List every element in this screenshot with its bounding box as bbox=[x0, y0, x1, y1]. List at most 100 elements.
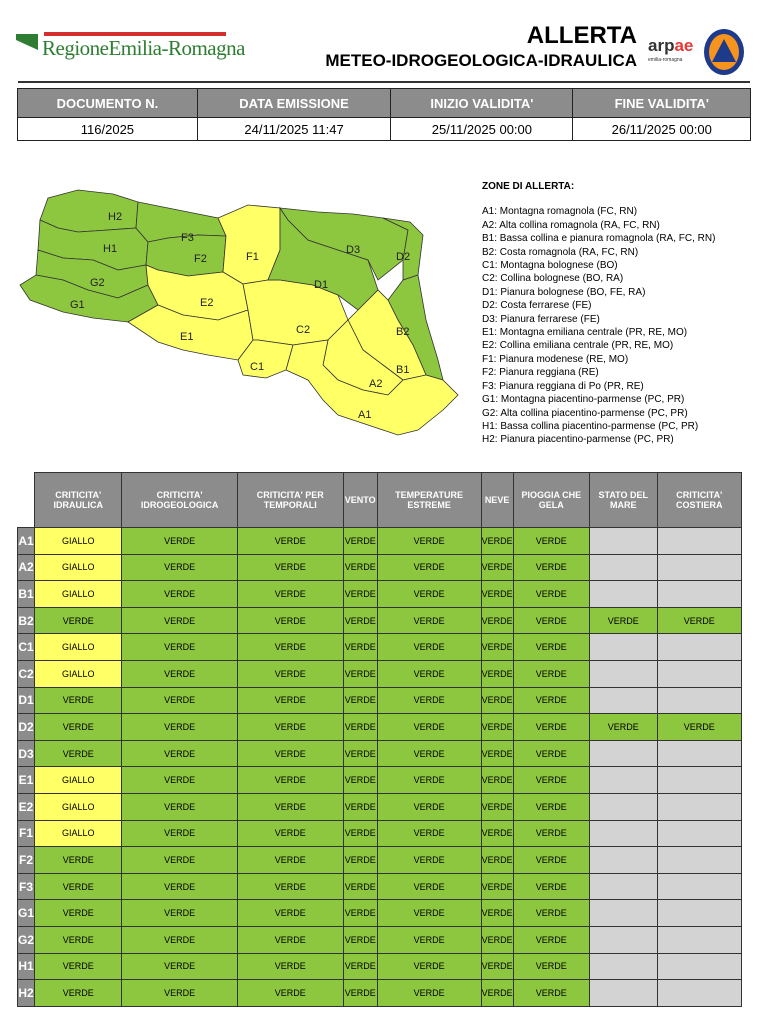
table-row: F2 VERDE VERDE VERDE VERDE VERDE VERDE VERDE bbox=[16, 846, 743, 874]
status-cell: VERDE bbox=[342, 713, 378, 741]
status-cell: VERDE bbox=[342, 899, 378, 927]
status-cell: VERDE bbox=[236, 979, 344, 1007]
table-row: E1 GIALLO VERDE VERDE VERDE VERDE VERDE VERDE bbox=[16, 766, 743, 794]
column-header: STATO DEL MARE bbox=[589, 472, 658, 528]
map-label-c1: C1 bbox=[250, 361, 264, 373]
zone-legend-item: A2: Alta collina romagnola (RA, FC, RN) bbox=[482, 219, 660, 231]
table-row: B2 VERDE VERDE VERDE VERDE VERDE VERDE VERDE VER… bbox=[16, 606, 743, 635]
zone-legend-item: F2: Pianura reggiana (RE) bbox=[482, 367, 599, 379]
zone-legend-item: F3: Pianura reggiana di Po (PR, RE) bbox=[482, 380, 644, 392]
status-cell: VERDE bbox=[480, 819, 514, 848]
zone-cell: C2 bbox=[16, 659, 36, 688]
status-cell bbox=[656, 766, 743, 794]
status-cell: VERDE bbox=[512, 819, 591, 848]
status-cell: GIALLO bbox=[34, 659, 123, 688]
status-cell: VERDE bbox=[342, 819, 378, 848]
status-cell: VERDE bbox=[376, 553, 482, 582]
status-cell: VERDE bbox=[34, 739, 123, 768]
status-cell bbox=[589, 553, 658, 582]
document-info-table: DOCUMENTO N. DATA EMISSIONE INIZIO VALID… bbox=[17, 88, 751, 141]
table-row: H2 VERDE VERDE VERDE VERDE VERDE VERDE VERDE bbox=[16, 979, 743, 1007]
status-cell bbox=[656, 686, 743, 715]
map-label-a2: A2 bbox=[369, 378, 382, 390]
corner-cell bbox=[17, 472, 35, 528]
status-cell: VERDE bbox=[236, 659, 344, 688]
status-cell: VERDE bbox=[480, 739, 514, 768]
status-cell: VERDE bbox=[342, 659, 378, 688]
map-label-g2: G2 bbox=[90, 277, 105, 289]
status-cell bbox=[589, 580, 658, 608]
status-cell bbox=[589, 846, 658, 874]
zone-cell: F2 bbox=[16, 846, 36, 874]
zone-cell: H1 bbox=[16, 952, 36, 981]
status-cell: VERDE bbox=[656, 713, 743, 741]
info-header: DOCUMENTO N. bbox=[17, 88, 198, 118]
status-cell bbox=[656, 952, 743, 981]
status-cell: GIALLO bbox=[34, 580, 123, 608]
status-cell bbox=[589, 899, 658, 927]
status-cell: VERDE bbox=[236, 766, 344, 794]
status-cell: GIALLO bbox=[34, 792, 123, 821]
table-row: G2 VERDE VERDE VERDE VERDE VERDE VERDE VERDE bbox=[16, 925, 743, 954]
column-header: TEMPERATURE ESTREME bbox=[376, 472, 482, 528]
zone-legend-item: H2: Pianura piacentino-parmense (PC, PR) bbox=[482, 434, 674, 446]
status-cell: VERDE bbox=[236, 527, 344, 555]
status-cell: GIALLO bbox=[34, 527, 123, 555]
status-cell: VERDE bbox=[376, 527, 482, 555]
status-cell: VERDE bbox=[121, 633, 238, 661]
status-cell: GIALLO bbox=[34, 553, 123, 582]
zone-legend-item: D2: Costa ferrarese (FE) bbox=[482, 300, 592, 312]
zone-legend-item: B1: Bassa collina e pianura romagnola (R… bbox=[482, 233, 716, 245]
status-cell: VERDE bbox=[236, 899, 344, 927]
table-row: C2 GIALLO VERDE VERDE VERDE VERDE VERDE VERDE bbox=[16, 659, 743, 688]
zone-legend-item: G2: Alta collina piacentino-parmense (PC… bbox=[482, 407, 688, 419]
status-cell: VERDE bbox=[376, 872, 482, 901]
map-zone-f1 bbox=[217, 204, 281, 285]
status-cell: VERDE bbox=[121, 899, 238, 927]
arpae-logo-sub: emilia-romagna bbox=[648, 57, 683, 63]
zone-cell: B2 bbox=[16, 606, 36, 635]
column-header: CRITICITA' PER TEMPORALI bbox=[236, 472, 344, 528]
status-cell: VERDE bbox=[512, 899, 591, 927]
protezione-civile-logo bbox=[704, 29, 744, 75]
status-cell: VERDE bbox=[236, 872, 344, 901]
status-cell: VERDE bbox=[512, 659, 591, 688]
table-row: D2 VERDE VERDE VERDE VERDE VERDE VERDE VERDE VER… bbox=[16, 713, 743, 741]
status-cell: VERDE bbox=[512, 606, 591, 635]
zone-cell: D3 bbox=[16, 739, 36, 768]
status-cell: VERDE bbox=[121, 819, 238, 848]
status-cell: VERDE bbox=[236, 792, 344, 821]
table-row: D3 VERDE VERDE VERDE VERDE VERDE VERDE VERDE bbox=[16, 739, 743, 768]
table-row: B1 GIALLO VERDE VERDE VERDE VERDE VERDE VERDE bbox=[16, 580, 743, 608]
zone-cell: E2 bbox=[16, 792, 36, 821]
map-label-a1: A1 bbox=[358, 409, 371, 421]
status-cell: VERDE bbox=[121, 739, 238, 768]
status-cell: VERDE bbox=[589, 713, 658, 741]
status-cell: VERDE bbox=[512, 713, 591, 741]
column-header: PIOGGIA CHE GELA bbox=[512, 472, 591, 528]
status-cell: VERDE bbox=[512, 633, 591, 661]
status-cell: VERDE bbox=[512, 846, 591, 874]
zone-cell: G1 bbox=[16, 899, 36, 927]
zone-cell: F1 bbox=[16, 819, 36, 848]
zone-legend-item: G1: Montagna piacentino-parmense (PC, PR… bbox=[482, 394, 685, 406]
status-cell: VERDE bbox=[512, 739, 591, 768]
status-cell bbox=[589, 527, 658, 555]
zone-legend-item: A1: Montagna romagnola (FC, RN) bbox=[482, 206, 638, 218]
table-row: H1 VERDE VERDE VERDE VERDE VERDE VERDE VERDE bbox=[16, 952, 743, 981]
status-cell: VERDE bbox=[512, 766, 591, 794]
map-label-e1: E1 bbox=[180, 331, 193, 343]
status-cell: VERDE bbox=[121, 872, 238, 901]
status-cell bbox=[589, 792, 658, 821]
map-label-d2: D2 bbox=[396, 251, 410, 263]
status-cell: VERDE bbox=[34, 606, 123, 635]
zone-legend-item: C2: Collina bolognese (BO, RA) bbox=[482, 273, 624, 285]
status-cell: VERDE bbox=[512, 872, 591, 901]
status-cell bbox=[656, 659, 743, 688]
status-cell: VERDE bbox=[376, 979, 482, 1007]
page-subtitle: METEO-IDROGEOLOGICA-IDRAULICA bbox=[325, 51, 637, 70]
table-row: G1 VERDE VERDE VERDE VERDE VERDE VERDE VERDE bbox=[16, 899, 743, 927]
status-cell: VERDE bbox=[376, 792, 482, 821]
status-cell: VERDE bbox=[589, 606, 658, 635]
info-header: INIZIO VALIDITA' bbox=[390, 88, 574, 118]
